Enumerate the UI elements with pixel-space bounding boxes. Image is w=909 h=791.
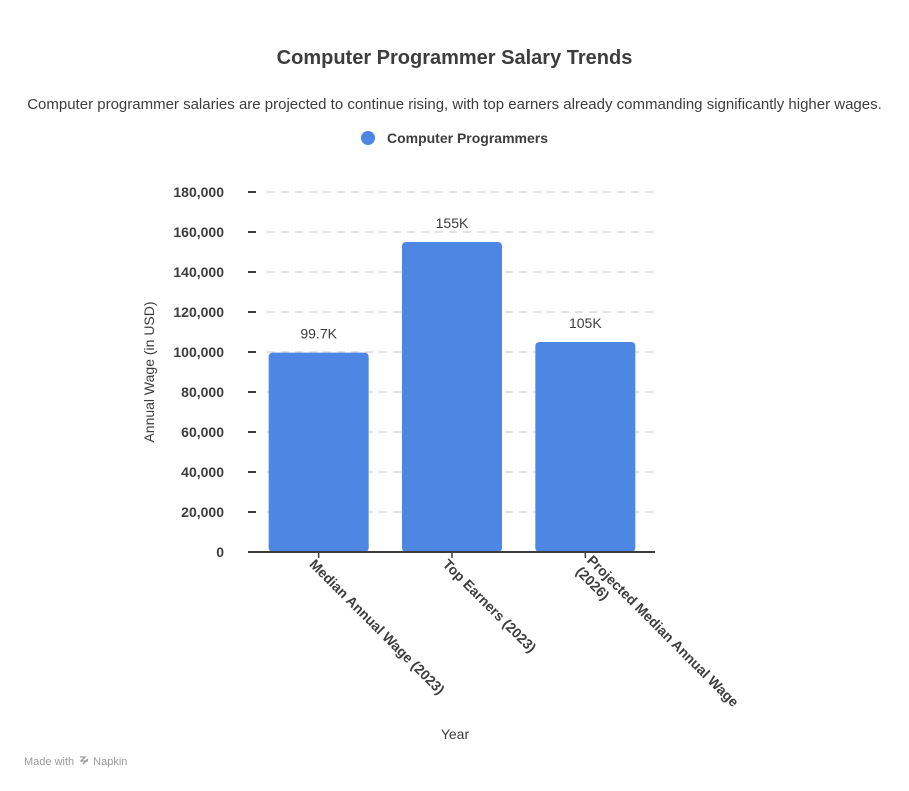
y-tick-label: 0 <box>216 544 224 560</box>
bar <box>535 342 636 552</box>
x-axis-label: Year <box>441 726 470 742</box>
y-tick-label: 80,000 <box>181 384 224 400</box>
legend-label: Computer Programmers <box>386 130 549 146</box>
y-tick-label: 160,000 <box>173 224 224 240</box>
bar <box>402 242 502 552</box>
y-tick-label: 180,000 <box>173 184 224 200</box>
y-tick-label: 120,000 <box>173 304 224 320</box>
chart-title: Computer Programmer Salary Trends <box>276 47 633 69</box>
x-tick-label: Top Earners (2023) <box>440 556 540 656</box>
y-tick-label: 20,000 <box>181 504 224 520</box>
data-label: 155K <box>436 215 469 231</box>
x-tick-label: Projected Median Annual Wage(2026) <box>573 552 742 721</box>
legend-swatch <box>360 131 375 145</box>
y-axis-label: Annual Wage (in USD) <box>141 301 157 442</box>
y-tick-label: 140,000 <box>173 264 224 280</box>
napkin-logo-icon <box>79 755 89 768</box>
chart-subtitle: Computer programmer salaries are project… <box>27 96 882 113</box>
x-tick-label: Median Annual Wage (2023) <box>306 556 447 697</box>
made-with-text: Made with <box>24 755 75 768</box>
y-tick-label: 100,000 <box>173 344 224 360</box>
data-label: 105K <box>569 315 602 331</box>
legend: Computer Programmers <box>0 130 909 146</box>
footer: Made with Napkin <box>24 755 127 768</box>
y-tick-label: 40,000 <box>181 464 224 480</box>
data-label: 99.7K <box>300 326 337 342</box>
y-tick-label: 60,000 <box>181 424 224 440</box>
napkin-brand-text: Napkin <box>93 755 128 768</box>
bar <box>268 352 369 552</box>
